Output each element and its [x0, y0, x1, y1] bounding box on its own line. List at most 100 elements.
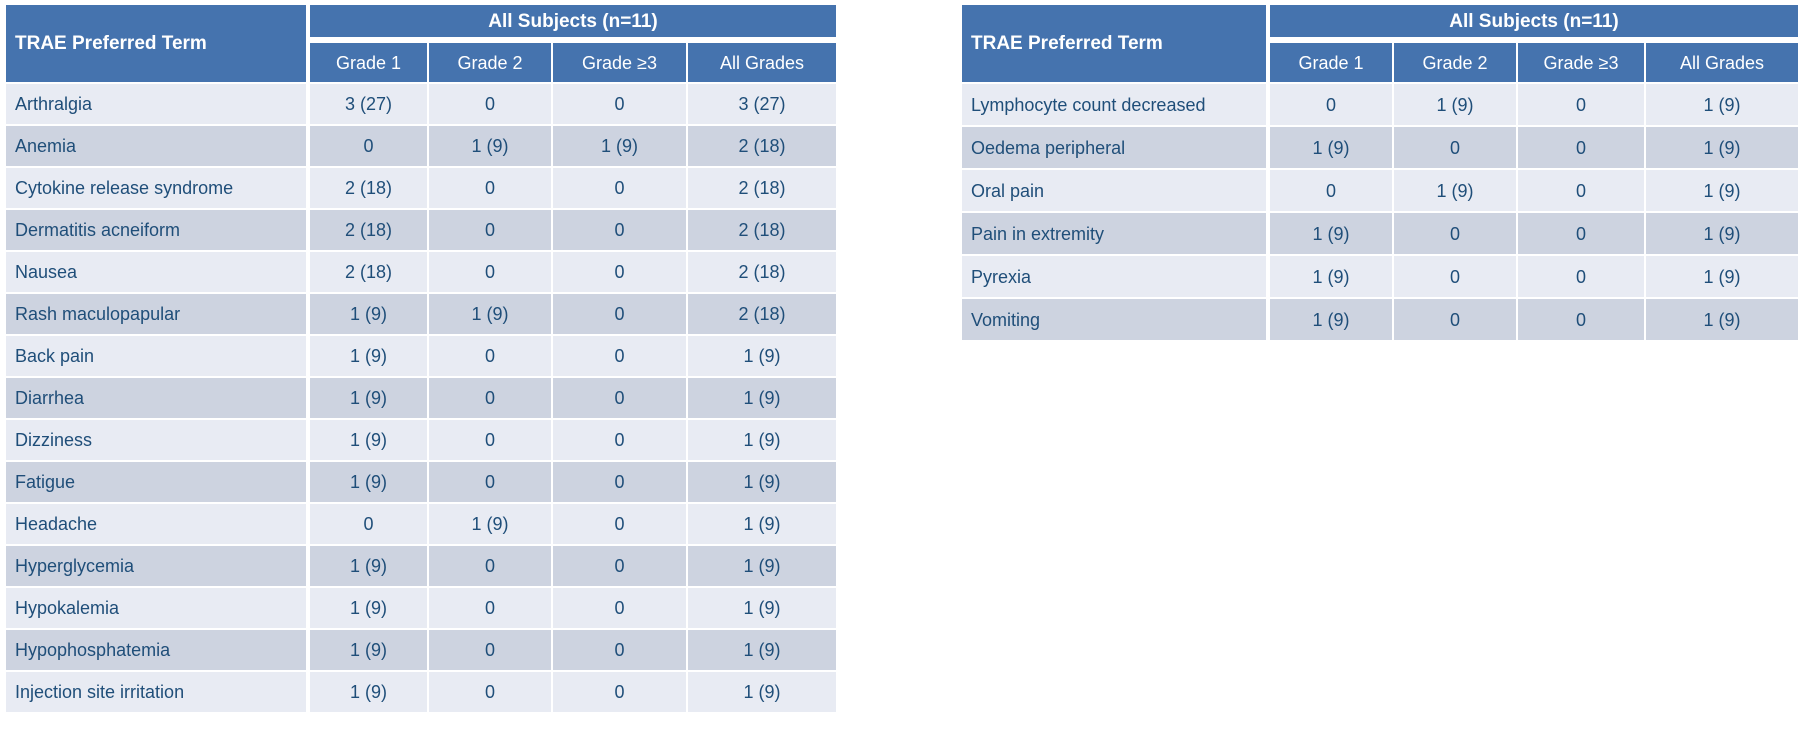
value-cell: 0	[553, 210, 686, 250]
grade-column-header: Grade 2	[1394, 43, 1516, 82]
trae-table-right: TRAE Preferred Term All Subjects (n=11) Gr…	[962, 5, 1798, 340]
term-cell: Dizziness	[6, 420, 306, 460]
value-cell: 1 (9)	[1646, 256, 1798, 297]
term-cell: Rash maculopapular	[6, 294, 306, 334]
value-cell: 2 (18)	[688, 252, 836, 292]
term-cell: Pain in extremity	[962, 213, 1266, 254]
value-cell: 0	[429, 336, 551, 376]
term-cell: Oedema peripheral	[962, 127, 1266, 168]
value-cell: 0	[310, 504, 427, 544]
value-cell: 0	[429, 420, 551, 460]
value-cell: 1 (9)	[1646, 299, 1798, 340]
value-cell: 1 (9)	[1270, 127, 1392, 168]
value-cell: 1 (9)	[310, 378, 427, 418]
value-cell: 2 (18)	[688, 168, 836, 208]
trae-table-left: TRAE Preferred Term All Subjects (n=11) Gr…	[6, 5, 836, 712]
value-cell: 1 (9)	[1646, 213, 1798, 254]
term-column-header: TRAE Preferred Term	[962, 5, 1266, 82]
value-cell: 0	[553, 378, 686, 418]
term-cell: Fatigue	[6, 462, 306, 502]
value-cell: 2 (18)	[688, 294, 836, 334]
grade-column-header: All Grades	[688, 43, 836, 82]
value-cell: 2 (18)	[310, 252, 427, 292]
value-cell: 0	[1394, 127, 1516, 168]
value-cell: 0	[553, 84, 686, 124]
value-cell: 1 (9)	[310, 462, 427, 502]
value-cell: 0	[1518, 127, 1644, 168]
value-cell: 0	[429, 588, 551, 628]
term-cell: Vomiting	[962, 299, 1266, 340]
value-cell: 0	[553, 336, 686, 376]
value-cell: 1 (9)	[553, 126, 686, 166]
value-cell: 1 (9)	[688, 672, 836, 712]
value-cell: 1 (9)	[1270, 213, 1392, 254]
grade-column-header: Grade ≥3	[553, 43, 686, 82]
value-cell: 1 (9)	[429, 126, 551, 166]
term-cell: Pyrexia	[962, 256, 1266, 297]
value-cell: 1 (9)	[688, 378, 836, 418]
value-cell: 1 (9)	[688, 588, 836, 628]
value-cell: 0	[429, 210, 551, 250]
value-cell: 1 (9)	[1646, 170, 1798, 211]
term-cell: Hypokalemia	[6, 588, 306, 628]
value-cell: 1 (9)	[688, 546, 836, 586]
value-cell: 0	[1518, 170, 1644, 211]
value-cell: 1 (9)	[429, 294, 551, 334]
term-cell: Arthralgia	[6, 84, 306, 124]
value-cell: 1 (9)	[1646, 84, 1798, 125]
value-cell: 1 (9)	[1270, 256, 1392, 297]
value-cell: 1 (9)	[310, 420, 427, 460]
value-cell: 1 (9)	[688, 420, 836, 460]
value-cell: 0	[1394, 256, 1516, 297]
term-cell: Back pain	[6, 336, 306, 376]
term-cell: Anemia	[6, 126, 306, 166]
term-cell: Lymphocyte count decreased	[962, 84, 1266, 125]
grade-column-header: Grade ≥3	[1518, 43, 1644, 82]
value-cell: 2 (18)	[688, 210, 836, 250]
value-cell: 0	[429, 378, 551, 418]
term-column-header: TRAE Preferred Term	[6, 5, 306, 82]
value-cell: 0	[429, 252, 551, 292]
term-cell: Injection site irritation	[6, 672, 306, 712]
value-cell: 0	[1394, 299, 1516, 340]
value-cell: 3 (27)	[688, 84, 836, 124]
value-cell: 1 (9)	[1646, 127, 1798, 168]
value-cell: 2 (18)	[688, 126, 836, 166]
value-cell: 0	[429, 84, 551, 124]
value-cell: 1 (9)	[1394, 84, 1516, 125]
value-cell: 1 (9)	[310, 672, 427, 712]
value-cell: 1 (9)	[688, 336, 836, 376]
grade-column-header: Grade 2	[429, 43, 551, 82]
term-cell: Hypophosphatemia	[6, 630, 306, 670]
value-cell: 0	[429, 630, 551, 670]
value-cell: 2 (18)	[310, 168, 427, 208]
value-cell: 0	[553, 252, 686, 292]
term-cell: Hyperglycemia	[6, 546, 306, 586]
value-cell: 1 (9)	[688, 504, 836, 544]
value-cell: 0	[553, 168, 686, 208]
value-cell: 0	[553, 462, 686, 502]
value-cell: 0	[429, 672, 551, 712]
value-cell: 3 (27)	[310, 84, 427, 124]
value-cell: 1 (9)	[310, 336, 427, 376]
value-cell: 1 (9)	[310, 546, 427, 586]
subjects-group-header: All Subjects (n=11)	[310, 5, 836, 37]
value-cell: 0	[1394, 213, 1516, 254]
term-cell: Dermatitis acneiform	[6, 210, 306, 250]
term-cell: Cytokine release syndrome	[6, 168, 306, 208]
value-cell: 1 (9)	[688, 630, 836, 670]
value-cell: 2 (18)	[310, 210, 427, 250]
value-cell: 1 (9)	[429, 504, 551, 544]
grade-column-header: All Grades	[1646, 43, 1798, 82]
value-cell: 0	[429, 546, 551, 586]
value-cell: 0	[553, 294, 686, 334]
value-cell: 1 (9)	[310, 588, 427, 628]
value-cell: 0	[310, 126, 427, 166]
value-cell: 1 (9)	[310, 294, 427, 334]
grade-column-header: Grade 1	[310, 43, 427, 82]
value-cell: 1 (9)	[1270, 299, 1392, 340]
value-cell: 0	[429, 168, 551, 208]
value-cell: 0	[553, 672, 686, 712]
term-cell: Nausea	[6, 252, 306, 292]
term-cell: Oral pain	[962, 170, 1266, 211]
